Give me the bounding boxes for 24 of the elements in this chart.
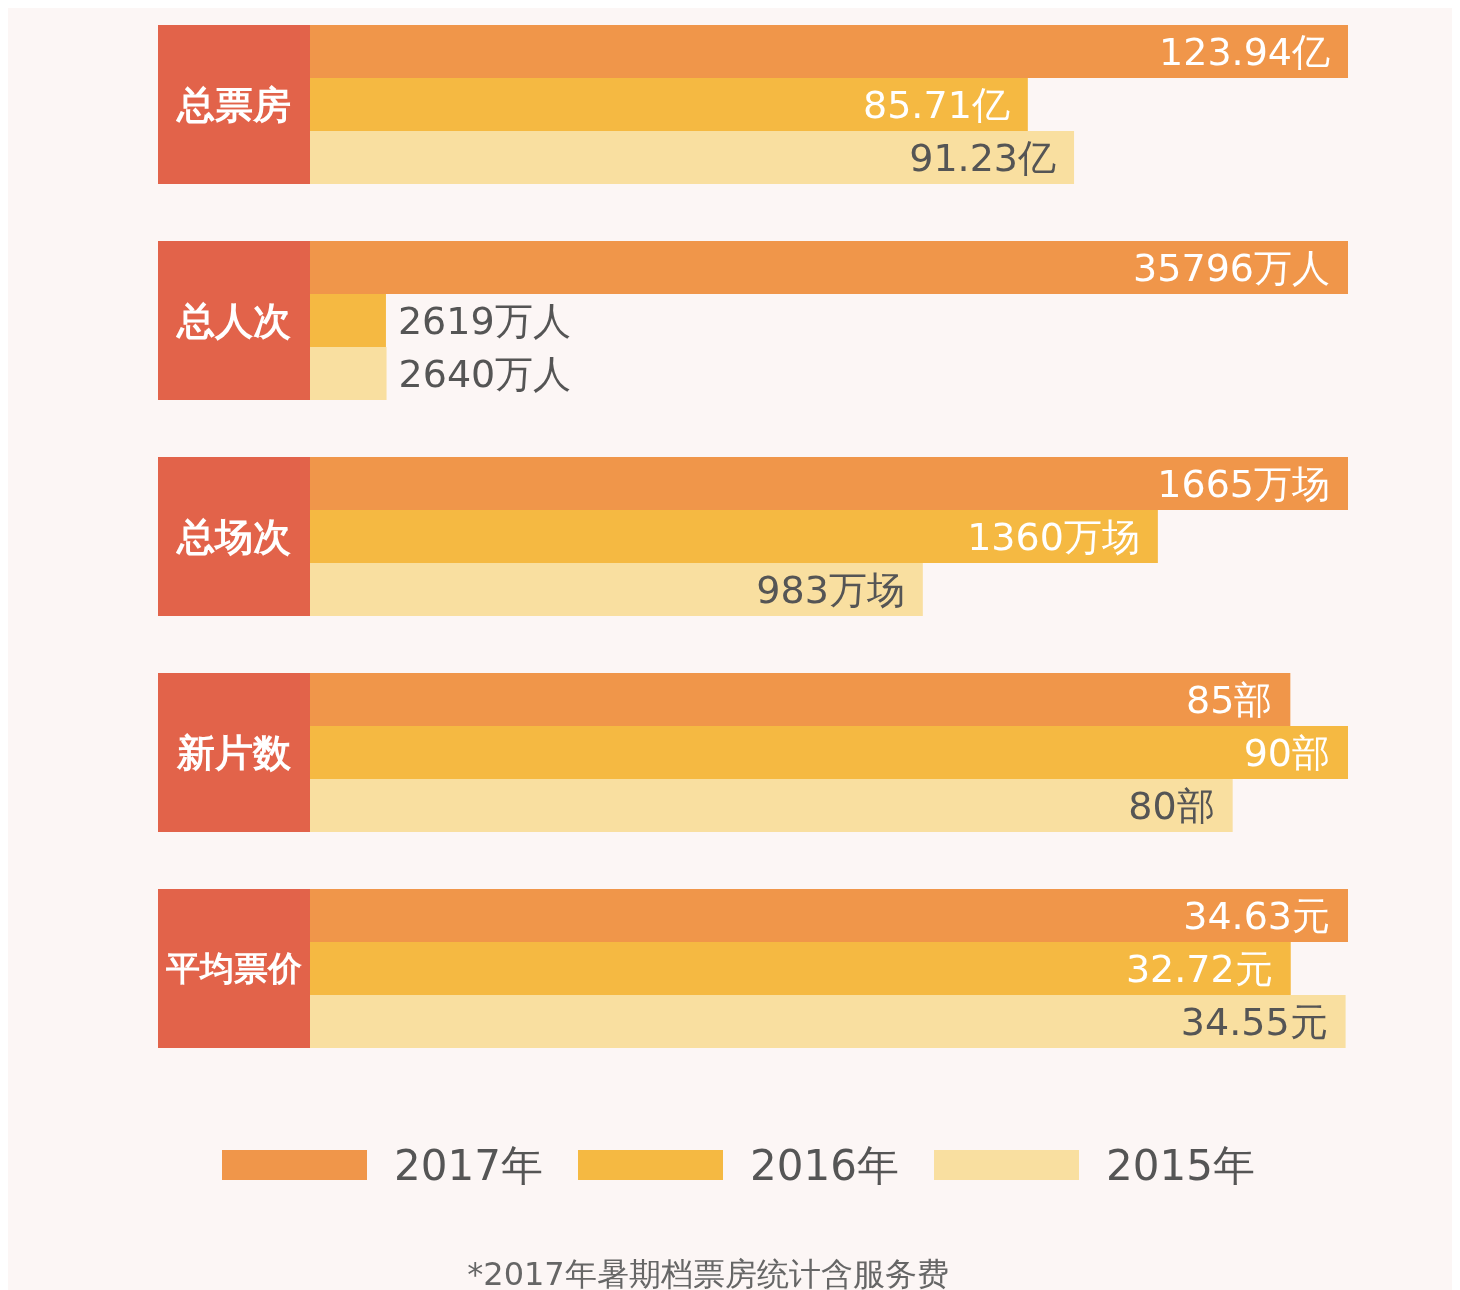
data-label: 1360万场 <box>967 515 1140 560</box>
data-label: 123.94亿 <box>1159 30 1330 75</box>
data-label: 983万场 <box>756 568 905 613</box>
legend-label: 2015年 <box>1106 1141 1255 1191</box>
data-label: 34.63元 <box>1183 894 1330 939</box>
text: *2017年暑期档票房统计含服务费 <box>467 1254 949 1290</box>
data-label: 91.23亿 <box>909 136 1057 181</box>
data-label: 32.72元 <box>1125 947 1273 992</box>
data-label: 85.71亿 <box>863 83 1010 128</box>
data-label: 85部 <box>1185 678 1273 723</box>
y-tick-label: 总场次 <box>175 514 291 559</box>
data-label: 35796万人 <box>1133 246 1330 291</box>
data-label: 34.55元 <box>1180 1000 1328 1045</box>
data-label: 1665万场 <box>1157 462 1330 507</box>
data-label: 90部 <box>1243 731 1330 776</box>
y-tick-label: 平均票价 <box>165 948 303 989</box>
y-tick-label: 总人次 <box>175 298 291 343</box>
y-tick-label: 总票房 <box>175 82 291 127</box>
legend-label: 2016年 <box>750 1141 899 1191</box>
data-label: 80部 <box>1128 784 1215 829</box>
data-label: 2619万人 <box>397 299 571 344</box>
legend-label: 2017年 <box>394 1141 543 1191</box>
y-tick-label: 新片数 <box>176 730 292 775</box>
data-label: 2640万人 <box>398 352 572 397</box>
